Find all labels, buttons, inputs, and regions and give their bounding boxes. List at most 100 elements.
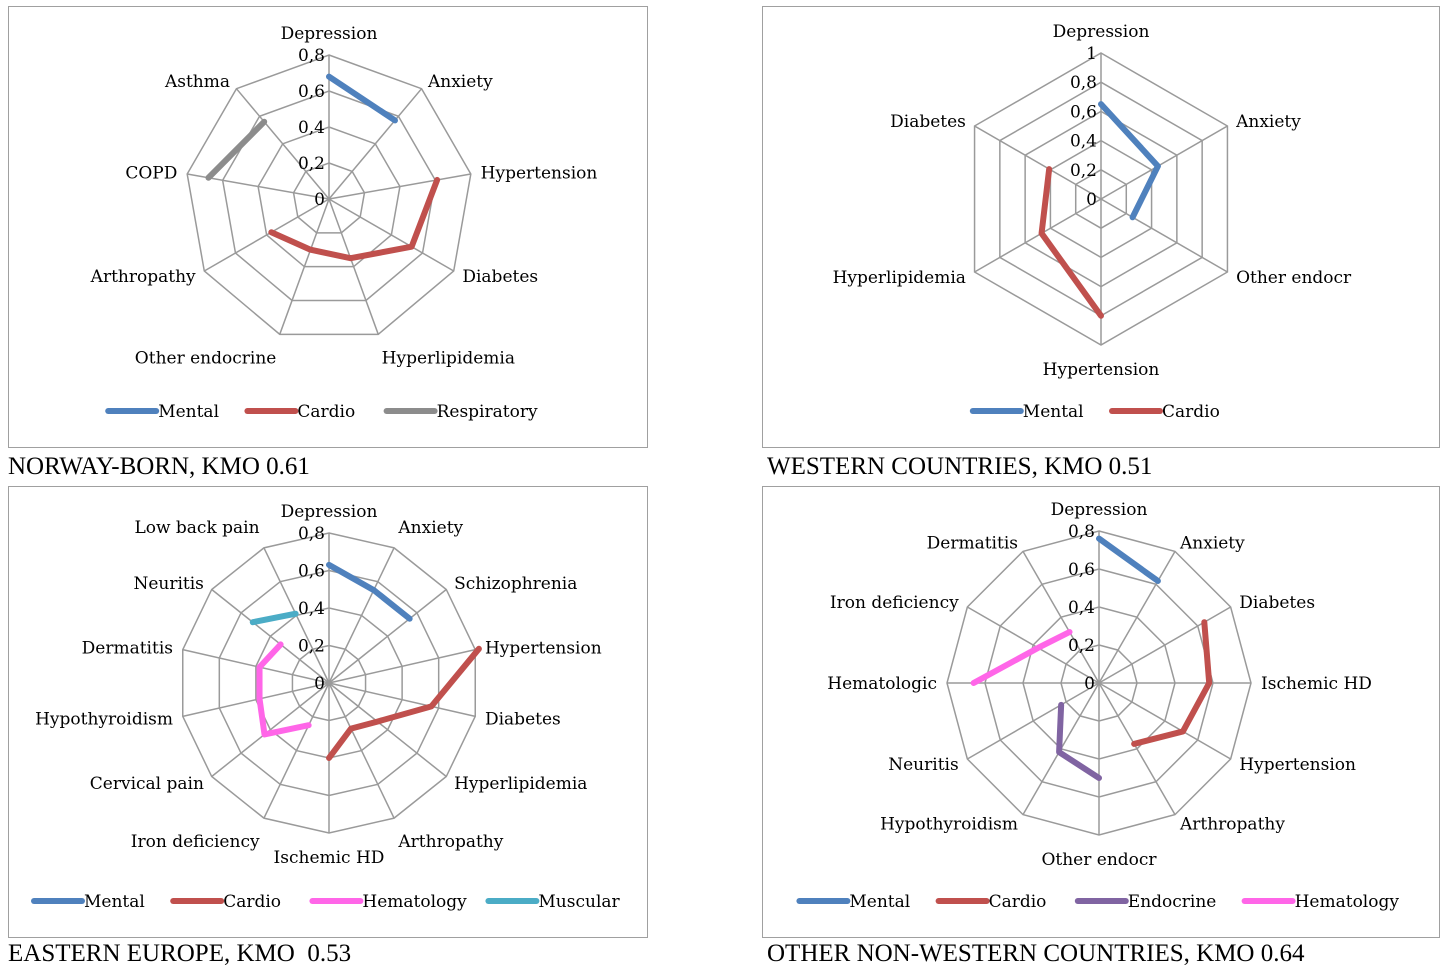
- grid-spoke: [966, 682, 1100, 760]
- axis-label-cervical-pain: Cervical pain: [90, 774, 204, 794]
- grid-spoke: [328, 88, 423, 200]
- legend-label-endocrine: Endocrine: [1128, 892, 1217, 912]
- grid-spoke: [1098, 606, 1232, 684]
- axis-label-low-back-pain: Low back pain: [134, 518, 259, 538]
- radial-tick-label: 0: [1086, 190, 1097, 210]
- axis-label-arthropathy: Arthropathy: [397, 832, 503, 852]
- radial-tick-label: 0: [1084, 674, 1095, 694]
- legend: Mental Cardio Hematology Muscular: [31, 892, 621, 912]
- series-line-mental: [326, 561, 413, 622]
- radial-tick-label: 0: [314, 674, 325, 694]
- radar-grid: [186, 54, 472, 336]
- grid-spoke: [1098, 550, 1176, 684]
- series-line-cardio: [268, 176, 441, 262]
- legend-label-cardio: Cardio: [297, 402, 355, 422]
- legend-label-mental: Mental: [1023, 402, 1084, 422]
- axis-label-diabetes: Diabetes: [1239, 593, 1315, 613]
- legend-label-cardio: Cardio: [223, 892, 281, 912]
- axis-label-depression: Depression: [281, 24, 378, 44]
- chart-panel-eastern: 0 0,2 0,4 0,6 0,8 Depression Anxiety Schizophre…: [8, 486, 648, 938]
- chart-panel-other: 0 0,2 0,4 0,6 0,8 Depression Anxiety Diabetes Is…: [762, 486, 1440, 938]
- grid-spoke: [263, 682, 330, 819]
- caption-eastern: EASTERN EUROPE, KMO 0.53: [8, 940, 352, 967]
- series-line-mental: [1096, 535, 1161, 584]
- radial-tick-label: 0,4: [298, 599, 325, 619]
- axis-label-iron-deficiency: Iron deficiency: [830, 593, 959, 613]
- axis-label-hypothyroidism: Hypothyroidism: [35, 710, 173, 730]
- axis-label-hypothyroidism: Hypothyroidism: [880, 814, 1018, 834]
- radar-grid: [946, 530, 1252, 836]
- axis-label-hyperlipidemia: Hyperlipidemia: [833, 268, 966, 288]
- grid-ring: [186, 54, 472, 336]
- axis-label-copd: COPD: [125, 163, 177, 183]
- radial-tick-label: 0,8: [298, 524, 325, 544]
- axis-label-hypertension: Hypertension: [1239, 755, 1356, 775]
- legend: Mental Cardio Endocrine Hematology: [796, 892, 1399, 912]
- radial-tick-label: 0,2: [1070, 161, 1097, 181]
- grid-spoke: [328, 648, 476, 684]
- legend-label-muscular: Muscular: [538, 892, 620, 912]
- grid-spoke: [211, 588, 330, 684]
- caption-norway: NORWAY-BORN, KMO 0.61: [8, 453, 310, 480]
- legend: Mental Cardio Respiratory: [105, 402, 538, 422]
- series-line-mental: [1098, 101, 1161, 221]
- series-line-mental: [326, 73, 398, 124]
- series-line-cardio: [326, 645, 482, 761]
- series-line-cardio: [1038, 166, 1104, 319]
- radial-tick-label: 0,2: [298, 154, 325, 174]
- radial-tick-label: 0,2: [1068, 636, 1095, 656]
- axis-label-ischemic-hd: Ischemic HD: [1261, 674, 1372, 694]
- radial-tick-label: 0,4: [1070, 132, 1097, 152]
- grid-spoke: [974, 198, 1102, 273]
- axis-label-schizophrenia: Schizophrenia: [454, 574, 577, 594]
- axis-label-dermatitis: Dermatitis: [82, 638, 173, 658]
- grid-spoke: [182, 682, 330, 718]
- radial-tick-label: 0,6: [1070, 102, 1097, 122]
- axis-label-arthropathy: Arthropathy: [1179, 814, 1285, 834]
- axis-label-arthropathy: Arthropathy: [90, 267, 196, 287]
- grid-spoke: [328, 682, 476, 718]
- grid-ring: [257, 126, 401, 268]
- radial-tick-label: 0,6: [298, 562, 325, 582]
- chart-panel-norway: 0 0,2 0,4 0,6 0,8 Depression Anxiety Hypertensi…: [8, 6, 648, 448]
- axis-label-hypertension: Hypertension: [485, 638, 602, 658]
- legend-label-mental: Mental: [84, 892, 145, 912]
- axis-label-hypertension: Hypertension: [481, 163, 598, 183]
- grid-spoke: [328, 682, 395, 819]
- axis-label-hematologic: Hematologic: [827, 674, 937, 694]
- grid-spoke: [328, 588, 447, 684]
- axis-label-depression: Depression: [1051, 500, 1148, 520]
- radial-tick-label: 0,4: [298, 118, 325, 138]
- axis-label-depression: Depression: [1053, 22, 1150, 42]
- radial-tick-label: 0,6: [298, 82, 325, 102]
- axis-label-neuritis: Neuritis: [133, 574, 203, 594]
- legend-label-hematology: Hematology: [362, 892, 467, 912]
- axis-label-other-endocr: Other endocr: [1236, 268, 1352, 288]
- radar-grid: [182, 532, 476, 834]
- radial-tick-label: 0,8: [298, 46, 325, 66]
- radial-tick-label: 1: [1086, 44, 1097, 64]
- radial-tick-label: 0,8: [1070, 73, 1097, 93]
- grid-spoke: [1100, 198, 1228, 273]
- axis-label-diabetes: Diabetes: [462, 267, 538, 287]
- radial-tick-label: 0,2: [298, 637, 325, 657]
- axis-label-anxiety: Anxiety: [397, 518, 463, 538]
- grid-spoke: [974, 125, 1102, 200]
- grid-spoke: [1100, 125, 1228, 200]
- axis-label-iron-deficiency: Iron deficiency: [131, 832, 260, 852]
- grid-spoke: [235, 88, 330, 200]
- axis-label-anxiety: Anxiety: [1179, 534, 1245, 554]
- caption-other: OTHER NON-WESTERN COUNTRIES, KMO 0.64: [767, 940, 1305, 967]
- radial-tick-label: 0,4: [1068, 598, 1095, 618]
- grid-spoke: [182, 648, 330, 684]
- grid-spoke: [1098, 682, 1176, 816]
- legend-label-respiratory: Respiratory: [437, 402, 538, 422]
- axis-label-anxiety: Anxiety: [1235, 112, 1301, 132]
- grid-spoke: [203, 198, 330, 272]
- grid-spoke: [328, 682, 447, 778]
- legend-label-mental: Mental: [849, 892, 910, 912]
- grid-spoke: [1098, 682, 1232, 760]
- axis-label-hypertension: Hypertension: [1043, 360, 1160, 380]
